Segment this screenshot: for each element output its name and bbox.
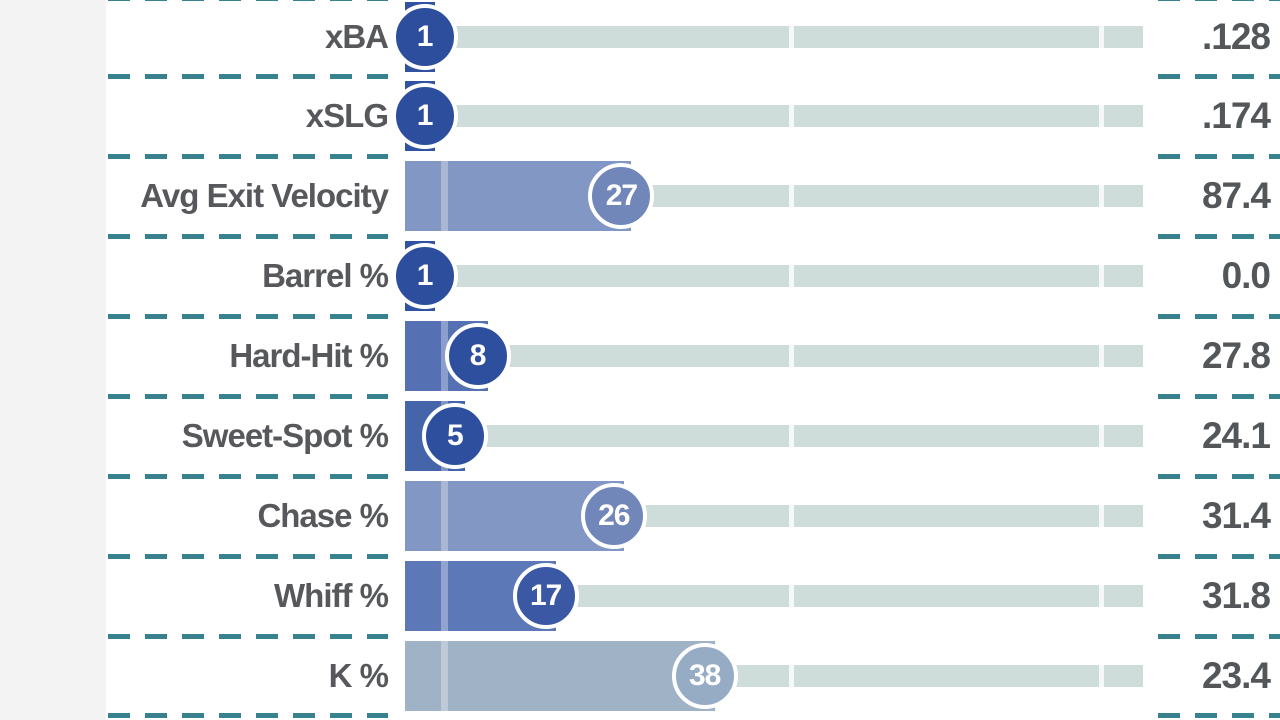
stat-value: .128 <box>1201 16 1271 57</box>
stat-row-barrel: Barrel % 1 0.0 <box>0 236 1280 316</box>
row-separator <box>1158 314 1280 319</box>
stat-label: K % <box>328 656 389 694</box>
track-tick <box>1098 265 1104 287</box>
track-tick <box>788 26 794 48</box>
stat-value: 23.4 <box>1201 654 1271 696</box>
percentile-bar <box>405 640 715 711</box>
track-tick <box>1098 26 1104 48</box>
percentile-bubble-value: 26 <box>598 499 630 532</box>
percentile-bubble: 1 <box>391 4 458 70</box>
track-tick <box>788 505 794 527</box>
percentile-track <box>405 265 1143 287</box>
stat-label: Barrel % <box>262 257 389 294</box>
percentile-bubble-value: 1 <box>416 259 434 292</box>
stat-label: Sweet-Spot % <box>181 417 389 454</box>
track-tick <box>1098 585 1104 607</box>
row-separator <box>108 74 388 79</box>
stat-row-chase: Chase % 26 31.4 <box>0 476 1280 556</box>
stat-value: 31.4 <box>1201 495 1271 536</box>
track-tick <box>1098 425 1104 447</box>
row-separator <box>1158 554 1280 559</box>
stat-value: .174 <box>1201 95 1271 136</box>
row-separator <box>108 394 388 399</box>
track-tick <box>1098 105 1104 127</box>
percentile-bubble-value: 38 <box>688 658 721 692</box>
stat-label: Whiff % <box>274 577 389 614</box>
track-tick <box>788 345 794 367</box>
stat-value: 87.4 <box>1201 175 1271 216</box>
row-separator <box>1158 713 1280 718</box>
stat-row-avg-exit-velocity: Avg Exit Velocity 27 87.4 <box>0 156 1280 236</box>
percentile-track <box>405 105 1143 127</box>
bar-highlight-stripe <box>441 321 448 391</box>
percentile-bubble: 1 <box>391 243 458 309</box>
percentile-bubble: 26 <box>580 483 647 549</box>
row-separator <box>1158 154 1280 159</box>
stat-row-hard-hit: Hard-Hit % 8 27.8 <box>0 316 1280 396</box>
percentile-bubble-value: 8 <box>469 339 487 372</box>
track-tick <box>1098 664 1104 687</box>
track-tick <box>788 105 794 127</box>
stat-label: xSLG <box>305 97 389 134</box>
row-separator <box>108 554 388 559</box>
percentile-track <box>405 26 1143 48</box>
stat-row-k: K % 38 23.4 <box>0 636 1280 716</box>
percentile-track <box>405 345 1143 367</box>
bar-highlight-stripe <box>441 161 448 231</box>
track-tick <box>788 585 794 607</box>
percentile-track <box>405 585 1143 607</box>
stat-value: 24.1 <box>1201 415 1271 456</box>
bar-highlight-stripe <box>441 481 448 551</box>
track-tick <box>788 265 794 287</box>
row-separator <box>1158 634 1280 639</box>
track-tick <box>1098 505 1104 527</box>
percentile-bubble-value: 27 <box>605 179 638 212</box>
percentile-bubble-value: 1 <box>416 20 434 53</box>
row-separator <box>108 634 388 639</box>
row-separator <box>1158 0 1280 1</box>
percentile-bubble: 27 <box>588 163 655 229</box>
stat-value: 27.8 <box>1201 335 1271 376</box>
row-separator <box>108 0 388 1</box>
row-separator <box>108 713 388 718</box>
bar-highlight-stripe <box>441 640 448 711</box>
percentile-bubble: 17 <box>512 563 579 629</box>
percentile-bubble: 5 <box>421 403 488 469</box>
row-separator <box>108 234 388 239</box>
row-separator <box>1158 394 1280 399</box>
stat-row-sweet-spot: Sweet-Spot % 5 24.1 <box>0 396 1280 476</box>
row-separator <box>1158 74 1280 79</box>
row-separator <box>108 314 388 319</box>
percentile-bubble-value: 1 <box>416 99 434 132</box>
track-tick <box>788 425 794 447</box>
stat-label: Hard-Hit % <box>229 337 389 374</box>
percentile-bubble: 1 <box>391 83 458 149</box>
stat-row-whiff: Whiff % 17 31.8 <box>0 556 1280 636</box>
percentile-bubble-value: 17 <box>530 579 562 612</box>
percentile-track <box>405 425 1143 447</box>
bar-highlight-stripe <box>441 561 448 631</box>
track-tick <box>788 185 794 207</box>
percentile-bubble: 38 <box>671 642 738 709</box>
row-separator <box>1158 234 1280 239</box>
percentile-bubble-value: 5 <box>447 419 464 452</box>
row-separator <box>108 154 388 159</box>
stat-value: 0.0 <box>1221 255 1271 296</box>
stat-label: Chase % <box>257 497 389 534</box>
track-tick <box>788 664 794 687</box>
percentile-bubble: 8 <box>444 323 511 389</box>
row-separator <box>108 474 388 479</box>
track-tick <box>1098 185 1104 207</box>
left-edge-strip <box>0 0 106 720</box>
stat-row-xslg: xSLG 1 .174 <box>0 76 1280 156</box>
stat-label: Avg Exit Velocity <box>140 177 389 214</box>
stat-label: xBA <box>324 18 389 55</box>
stat-value: 31.8 <box>1201 575 1271 616</box>
row-separator <box>1158 474 1280 479</box>
stat-row-xba: xBA 1 .128 <box>0 0 1280 77</box>
track-tick <box>1098 345 1104 367</box>
